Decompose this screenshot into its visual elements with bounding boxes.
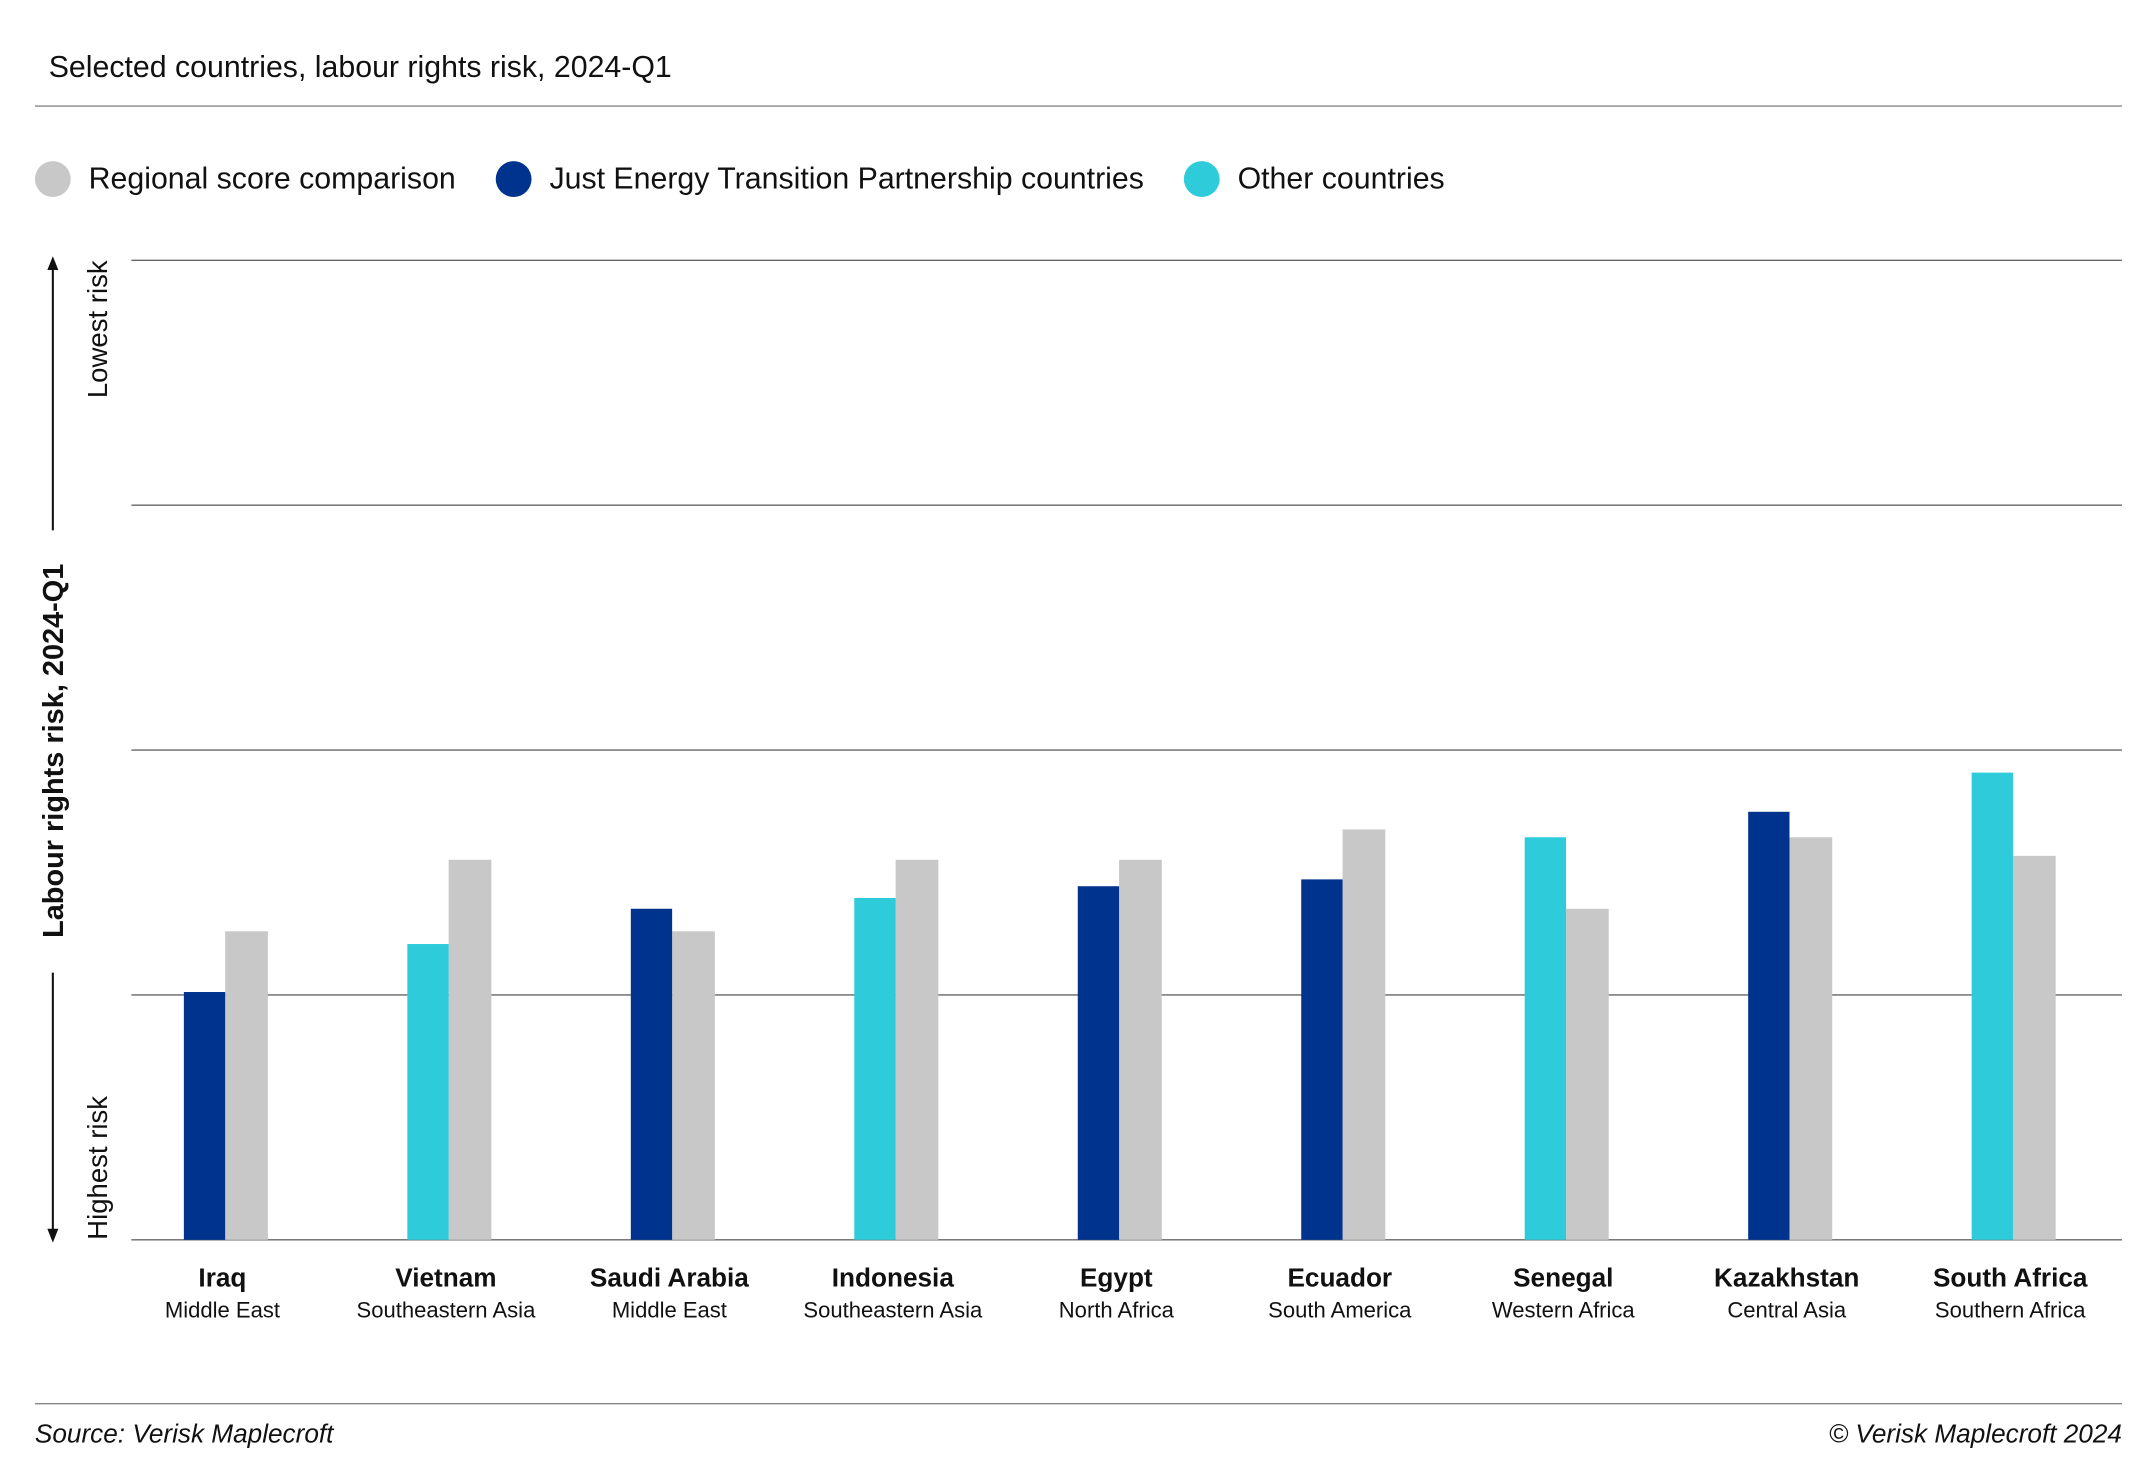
bar xyxy=(630,908,673,1240)
bar xyxy=(1789,837,1833,1240)
y-axis-label: Labour rights risk, 2024-Q1 xyxy=(38,564,70,938)
x-tick-label: Vietnam xyxy=(395,1263,496,1293)
legend-swatch xyxy=(34,161,71,197)
x-tick-sublabel: Southeastern Asia xyxy=(356,1297,536,1322)
chart-title: Selected countries, labour rights risk, … xyxy=(49,51,672,84)
bar xyxy=(1077,886,1120,1240)
x-tick-label: Egypt xyxy=(1080,1263,1153,1293)
bar xyxy=(183,992,226,1240)
bar xyxy=(895,859,939,1240)
x-tick-sublabel: Southern Africa xyxy=(1935,1297,2086,1322)
x-tick-sublabel: North Africa xyxy=(1059,1297,1175,1322)
x-tick-sublabel: South America xyxy=(1268,1297,1412,1322)
x-tick-label: Iraq xyxy=(198,1263,246,1293)
x-tick-sublabel: Western Africa xyxy=(1492,1297,1636,1322)
bar xyxy=(448,859,492,1240)
x-tick-sublabel: Middle East xyxy=(612,1297,727,1322)
legend-label: Regional score comparison xyxy=(89,162,456,195)
legend-label: Other countries xyxy=(1238,162,1445,195)
bar xyxy=(1566,908,1609,1240)
x-tick-label: Saudi Arabia xyxy=(590,1263,749,1293)
x-tick-label: Senegal xyxy=(1513,1263,1613,1293)
x-tick-label: South Africa xyxy=(1933,1263,2088,1293)
bar xyxy=(1119,859,1162,1240)
x-tick-sublabel: Southeastern Asia xyxy=(803,1297,983,1322)
bar xyxy=(407,944,449,1240)
bar xyxy=(1748,811,1790,1240)
x-tick-label: Ecuador xyxy=(1287,1263,1392,1293)
x-tick-label: Kazakhstan xyxy=(1714,1263,1859,1293)
bar xyxy=(225,931,268,1240)
copyright: © Verisk Maplecroft 2024 xyxy=(1829,1418,2122,1448)
x-tick-label: Indonesia xyxy=(832,1263,955,1293)
x-tick-sublabel: Central Asia xyxy=(1727,1297,1847,1322)
legend-swatch xyxy=(1183,161,1220,197)
bar xyxy=(2012,855,2056,1240)
bar xyxy=(1971,772,2013,1240)
bar xyxy=(672,931,715,1240)
y-bottom-label: Highest risk xyxy=(82,1096,113,1240)
arrow-head xyxy=(47,1228,59,1243)
arrow-head xyxy=(47,256,59,271)
bar xyxy=(1524,837,1567,1240)
bar xyxy=(1301,879,1343,1240)
legend-label: Just Energy Transition Partnership count… xyxy=(549,162,1143,195)
bar xyxy=(854,897,896,1240)
x-tick-sublabel: Middle East xyxy=(165,1297,280,1322)
bar xyxy=(1342,829,1386,1240)
y-top-label: Lowest risk xyxy=(82,260,113,398)
source: Source: Verisk Maplecroft xyxy=(35,1418,335,1448)
legend-swatch xyxy=(495,161,532,197)
